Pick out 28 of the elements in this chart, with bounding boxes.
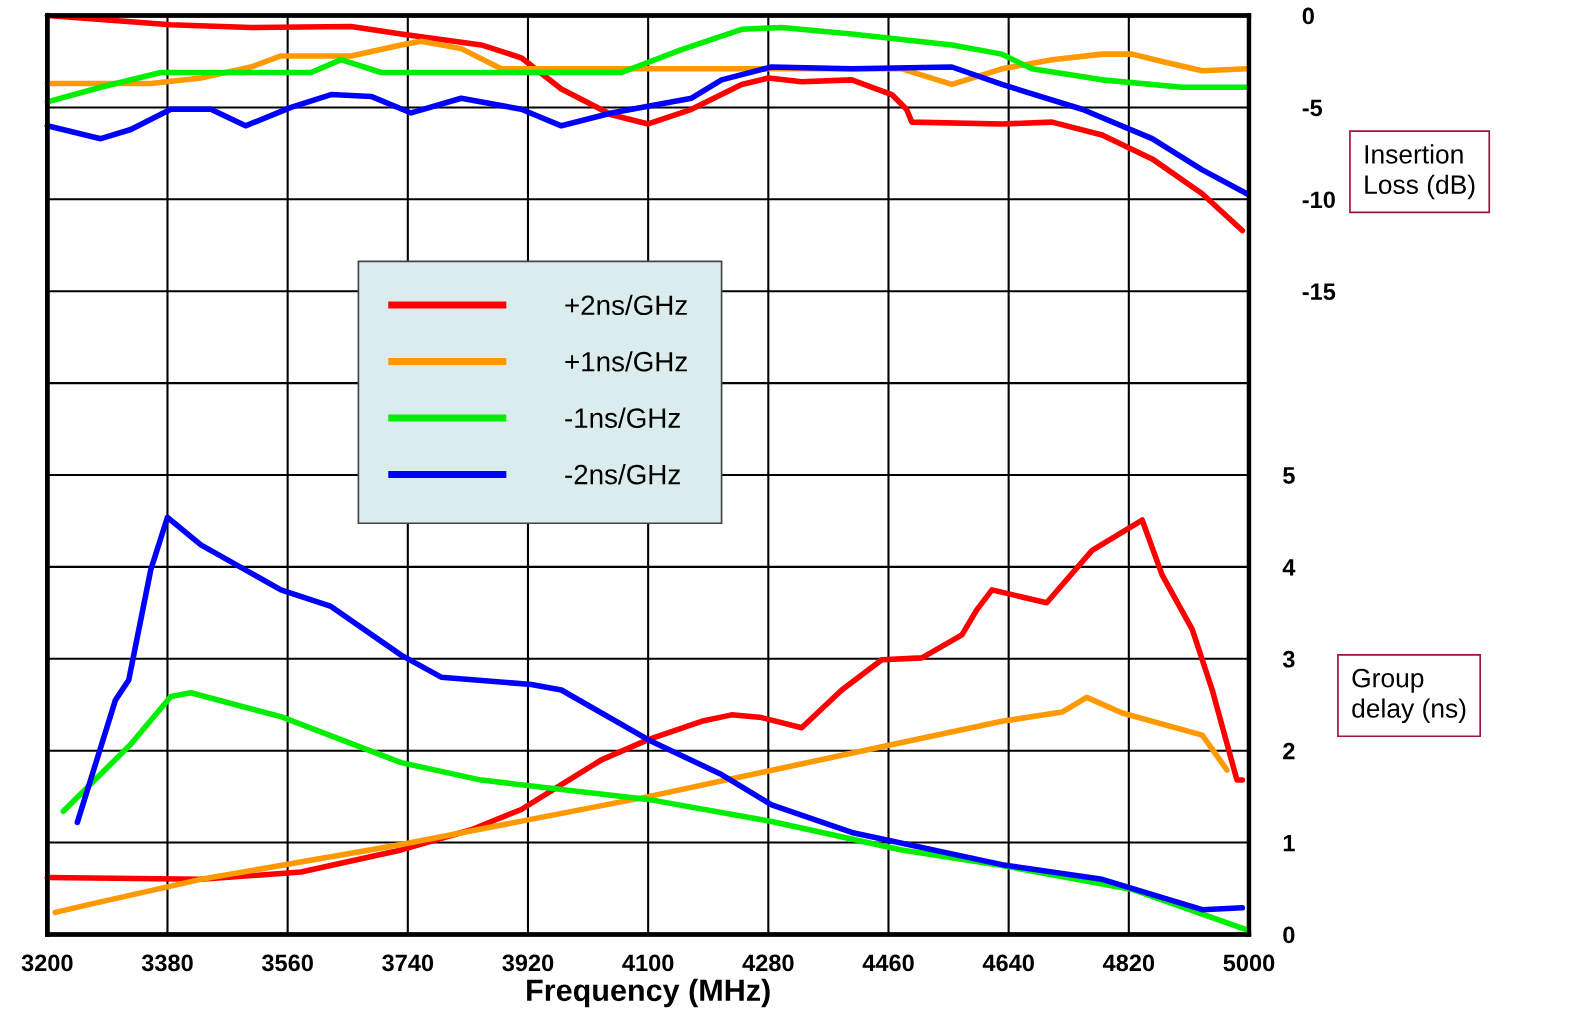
x-tick-label: 4100: [622, 954, 674, 972]
x-tick-label: 4460: [862, 954, 914, 972]
y2-tick-label: -15: [1302, 283, 1336, 301]
legend-label: +1ns/GHz: [565, 351, 687, 372]
y3-axis-title: Group delay (ns): [1352, 668, 1466, 724]
x-tick-label: 4820: [1102, 954, 1155, 972]
y2-tick-label: -5: [1302, 99, 1323, 117]
y3-tick-label: 1: [1283, 834, 1295, 852]
legend-label: -2ns/GHz: [565, 464, 680, 485]
x-tick-label: 3560: [261, 954, 313, 972]
x-tick-label: 3200: [21, 954, 73, 972]
y2-tick-label: -10: [1302, 191, 1335, 209]
x-tick-label: 5000: [1223, 954, 1275, 972]
x-tick-label: 4280: [742, 954, 794, 972]
y2-axis-title: Insertion Loss (dB): [1365, 144, 1475, 200]
y3-tick-label: 3: [1282, 650, 1295, 668]
y3-tick-label: 0: [1283, 926, 1295, 944]
y3-tick-label: 4: [1282, 559, 1296, 576]
legend-label: -1ns/GHz: [565, 407, 680, 428]
x-tick-label: 3920: [502, 954, 554, 972]
x-axis-title: Frequency (MHz): [527, 978, 770, 1008]
y3-tick-label: 2: [1283, 742, 1295, 760]
x-tick-label: 4640: [982, 954, 1034, 972]
legend-label: +2ns/GHz: [565, 294, 687, 316]
y3-tick-label: 5: [1283, 467, 1295, 484]
x-tick-label: 3380: [141, 954, 193, 972]
y2-tick-label: 0: [1302, 7, 1314, 25]
x-tick-label: 3740: [382, 954, 434, 972]
